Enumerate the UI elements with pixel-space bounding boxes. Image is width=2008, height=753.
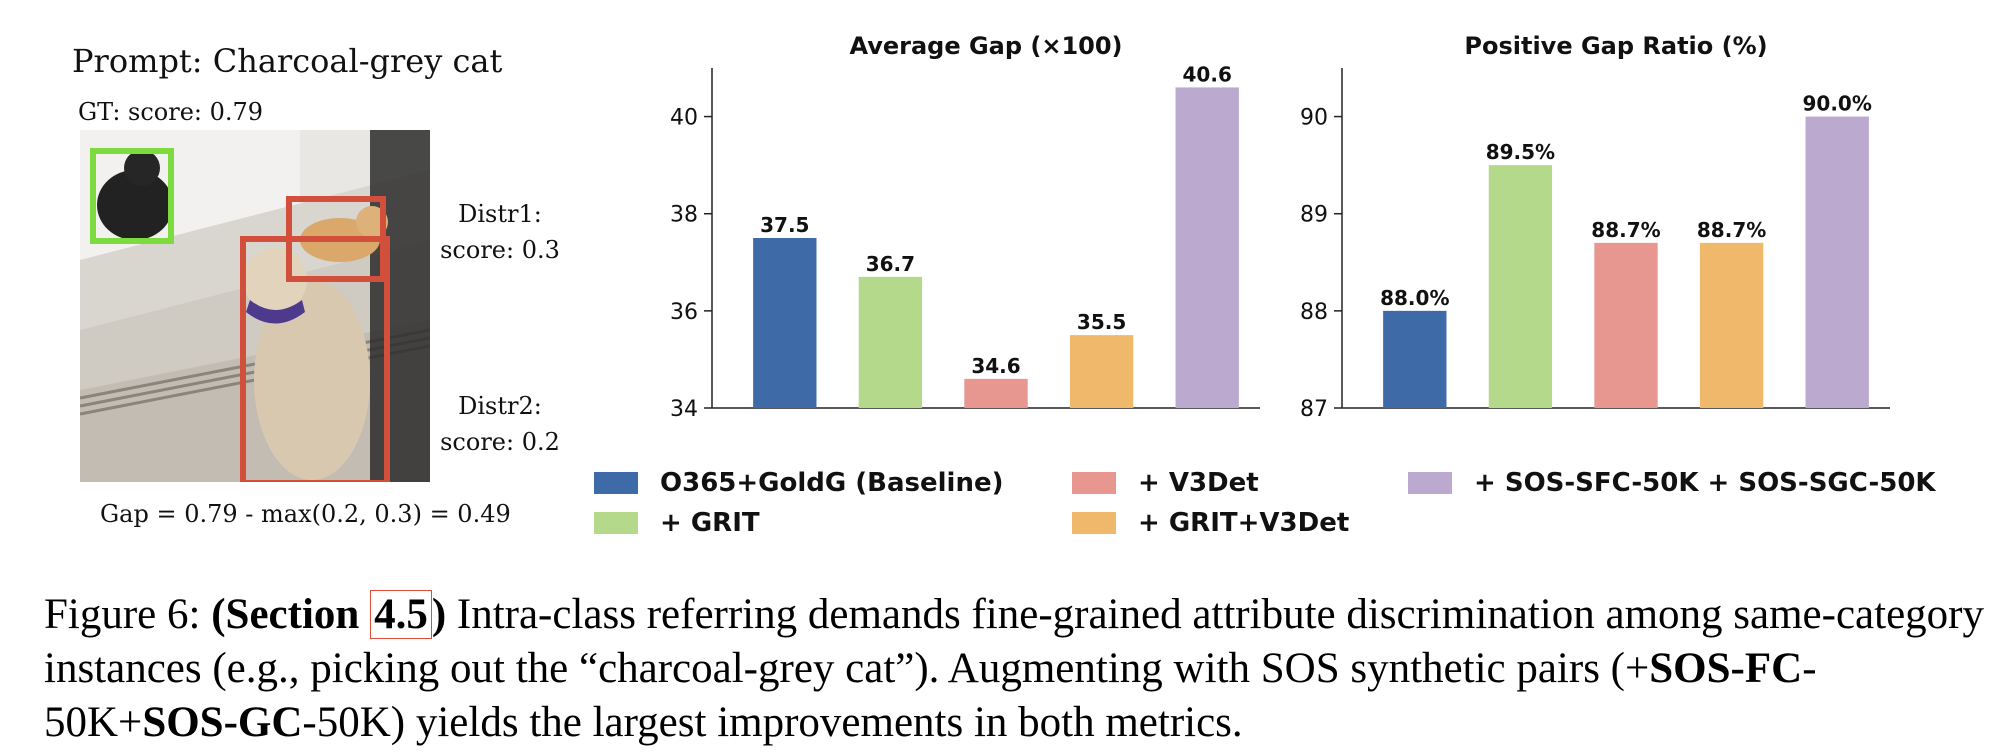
- y-tick-label: 38: [670, 203, 698, 228]
- bar-value-label: 36.7: [866, 252, 915, 276]
- bar: [1488, 165, 1553, 408]
- legend-swatch-v3det: [1072, 472, 1116, 494]
- distractor1-score: score: 0.3: [440, 236, 560, 264]
- legend-swatch-grit-v3det: [1072, 512, 1116, 534]
- legend-item-baseline: O365+GoldG (Baseline): [594, 468, 1003, 498]
- bar-value-label: 88.0%: [1380, 286, 1449, 310]
- legend-item-grit-v3det: + GRIT+V3Det: [1072, 508, 1349, 538]
- y-tick-label: 89: [1300, 203, 1328, 228]
- legend-item-v3det: + V3Det: [1072, 468, 1259, 498]
- cat-photo-illustration: [80, 130, 430, 482]
- gt-bounding-box: [90, 148, 174, 244]
- section-ref-link[interactable]: 4.5: [370, 590, 432, 639]
- legend-label-sos: + SOS-SFC-50K + SOS-SGC-50K: [1474, 468, 1936, 498]
- prompt-title: Prompt: Charcoal-grey cat: [72, 42, 503, 80]
- bar: [964, 378, 1028, 408]
- bar: [1699, 242, 1764, 408]
- y-tick-label: 40: [670, 106, 698, 131]
- caption-text-2: -50K+: [44, 645, 1817, 746]
- bar-value-label: 37.5: [760, 213, 809, 237]
- example-photo: [80, 130, 430, 482]
- bar: [1069, 335, 1134, 408]
- bar: [1383, 310, 1447, 408]
- y-tick-label: 88: [1300, 300, 1328, 325]
- chart-title: Average Gap (×100): [849, 32, 1122, 60]
- legend-label-grit: + GRIT: [660, 508, 760, 538]
- legend-swatch-sos: [1408, 472, 1452, 494]
- bar-value-label: 89.5%: [1486, 140, 1555, 164]
- distractor2-label: Distr2: score: 0.2: [420, 388, 580, 460]
- bar-value-label: 40.6: [1183, 62, 1232, 86]
- distractor2-bounding-box: [240, 236, 390, 482]
- bar-value-label: 35.5: [1077, 310, 1126, 334]
- y-tick-label: 36: [670, 300, 698, 325]
- legend-item-sos: + SOS-SFC-50K + SOS-SGC-50K: [1408, 468, 1936, 498]
- distractor1-label: Distr1: score: 0.3: [420, 196, 580, 268]
- distractor1-name: Distr1:: [458, 200, 542, 228]
- y-tick-label: 34: [670, 397, 698, 420]
- bar: [858, 276, 923, 408]
- y-tick-label: 90: [1300, 106, 1328, 131]
- legend-swatch-grit: [594, 512, 638, 534]
- legend-label-v3det: + V3Det: [1138, 468, 1259, 498]
- caption-sosgc: SOS-GC: [142, 699, 303, 746]
- distractor2-name: Distr2:: [458, 392, 542, 420]
- figure-caption: Figure 6: (Section 4.5) Intra-class refe…: [44, 588, 1984, 750]
- caption-prefix: Figure 6:: [44, 591, 212, 638]
- legend-label-grit-v3det: + GRIT+V3Det: [1138, 508, 1350, 538]
- positive-gap-ratio-chart: Positive Gap Ratio (%) 87 88 89 90 88.0% 89.5%…: [1300, 32, 1890, 420]
- legend-item-grit: + GRIT: [594, 508, 760, 538]
- bar: [1175, 87, 1239, 408]
- caption-text-1: Intra-class referring demands fine-grain…: [44, 591, 1984, 692]
- gap-formula: Gap = 0.79 - max(0.2, 0.3) = 0.49: [100, 500, 511, 528]
- chart-title: Positive Gap Ratio (%): [1464, 32, 1767, 60]
- bar: [753, 238, 817, 408]
- legend-label-baseline: O365+GoldG (Baseline): [660, 468, 1004, 498]
- bar: [1805, 116, 1869, 409]
- caption-section-open: (Section: [211, 591, 371, 638]
- bar: [1594, 242, 1658, 408]
- average-gap-chart: Average Gap (×100) 34 36 38 40 37.5 36.7 34.6 35…: [670, 32, 1260, 420]
- y-tick-label: 87: [1300, 397, 1328, 420]
- bar-value-label: 88.7%: [1591, 218, 1660, 242]
- caption-section-close: ): [431, 591, 447, 638]
- distractor2-score: score: 0.2: [440, 428, 560, 456]
- bar-value-label: 90.0%: [1803, 92, 1872, 116]
- legend-swatch-baseline: [594, 472, 638, 494]
- bar-value-label: 88.7%: [1697, 218, 1766, 242]
- caption-sosfc: SOS-FC: [1649, 645, 1803, 692]
- gt-score-label: GT: score: 0.79: [78, 98, 264, 126]
- bar-value-label: 34.6: [971, 354, 1020, 378]
- caption-text-3: -50K) yields the largest improvements in…: [302, 699, 1243, 746]
